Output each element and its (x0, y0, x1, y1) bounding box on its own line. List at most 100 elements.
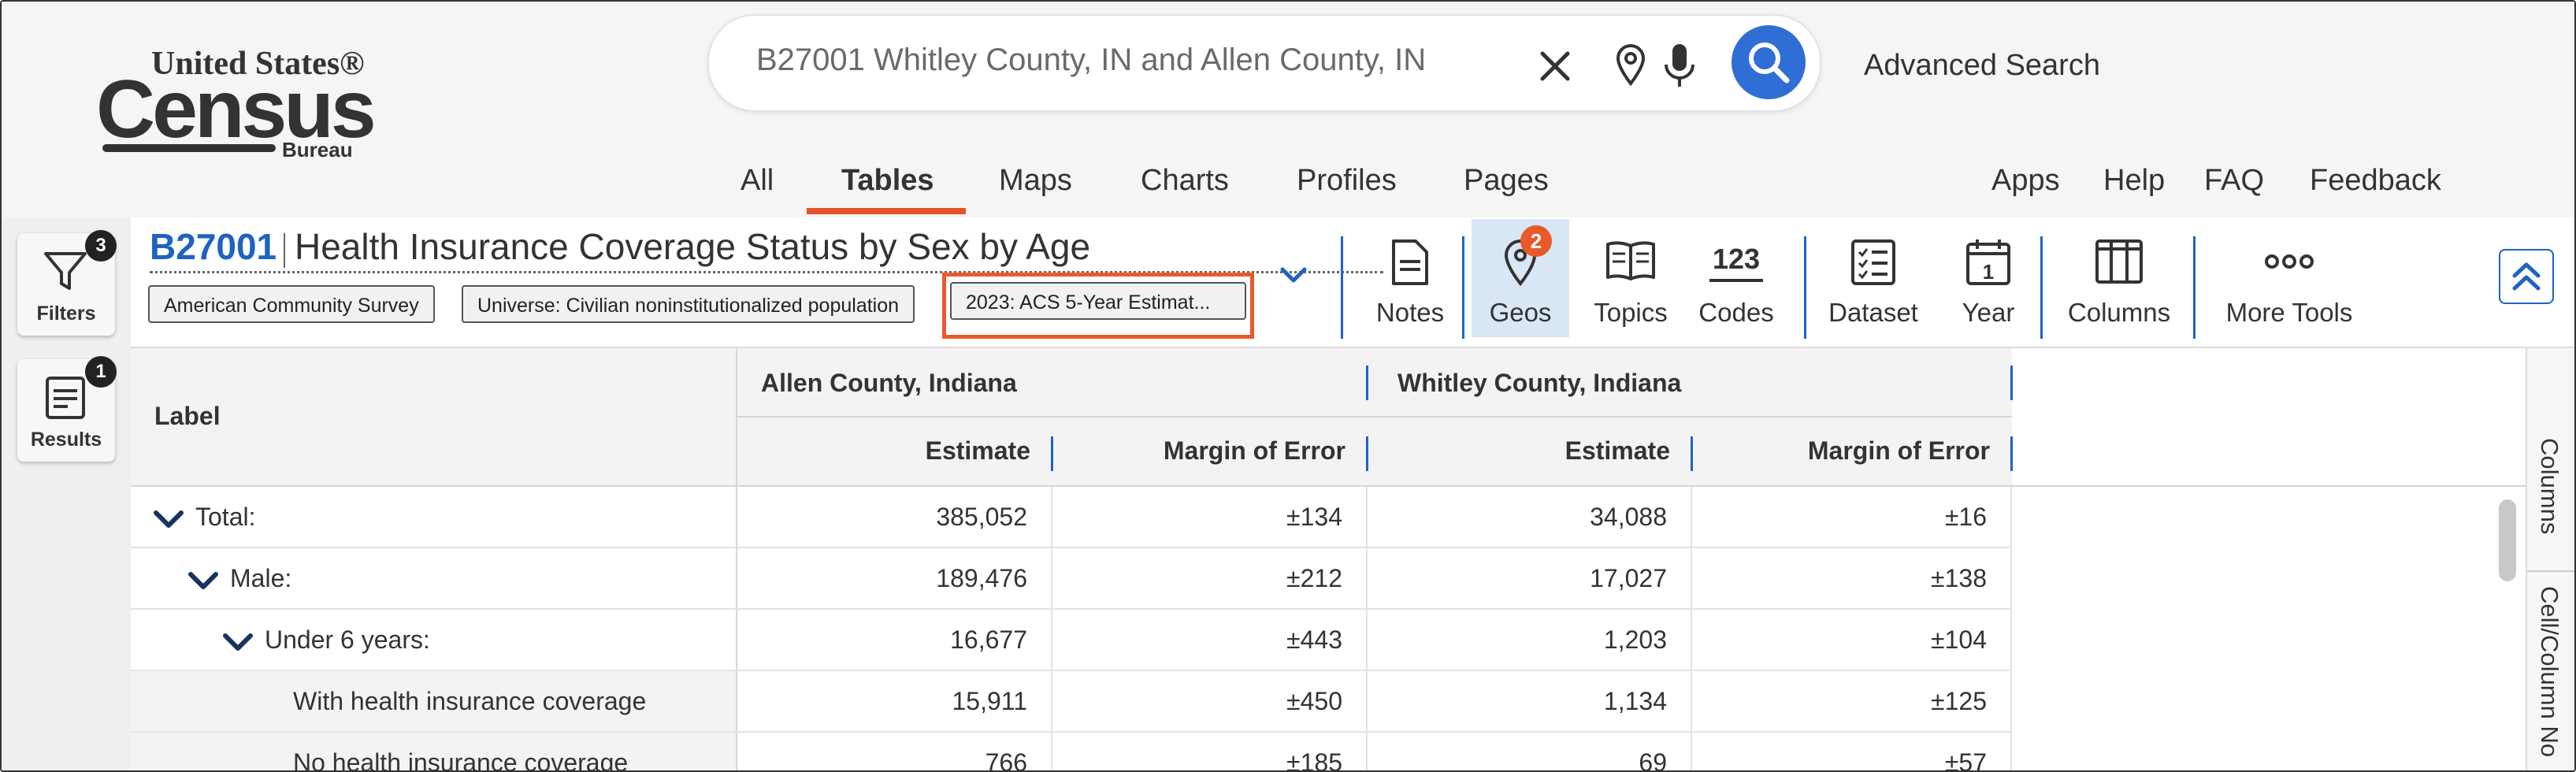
row-label[interactable]: Total: (131, 487, 737, 547)
table-cell[interactable]: 16,677 (737, 610, 1052, 670)
col-header-text: Margin of Error (1163, 436, 1346, 465)
table-cell[interactable]: ±104 (1692, 610, 2012, 670)
geos-count-badge: 2 (1520, 225, 1552, 257)
table-id[interactable]: B27001 (150, 226, 277, 267)
table-scrollbar[interactable] (2499, 499, 2516, 581)
table-row: No health insurance coverage 766 ±185 69… (131, 733, 2012, 770)
geo-header-allen[interactable]: Allen County, Indiana (737, 348, 1374, 418)
dataset-button[interactable]: Dataset (1812, 219, 1935, 337)
location-pin-icon[interactable] (1613, 43, 1648, 87)
filters-button[interactable]: 3 Filters (17, 230, 117, 336)
col-header-estimate[interactable]: Estimate (1368, 418, 1692, 487)
chip-survey[interactable]: American Community Survey (148, 285, 435, 323)
table-cell[interactable]: ±185 (1052, 733, 1368, 770)
topics-label: Topics (1594, 298, 1668, 327)
column-resize-handle[interactable] (2010, 436, 2013, 471)
chevron-down-icon[interactable] (1278, 260, 1309, 291)
year-button[interactable]: 1 Year (1935, 219, 2042, 337)
logo-line-2: Census (96, 64, 377, 155)
table-cell[interactable]: 1,134 (1368, 671, 1692, 731)
col-header-moe[interactable]: Margin of Error (1052, 418, 1368, 487)
codes-button[interactable]: 123 Codes (1689, 219, 1784, 337)
table-row: Total: 385,052 ±134 34,088 ±16 (131, 487, 2012, 548)
tab-charts[interactable]: Charts (1141, 164, 1229, 197)
collapse-toolbar-button[interactable] (2499, 249, 2554, 304)
census-logo[interactable]: United States® Census Bureau (96, 45, 380, 163)
table-cell[interactable]: ±57 (1692, 733, 2012, 770)
row-label[interactable]: With health insurance coverage (131, 671, 737, 731)
col-header-moe[interactable]: Margin of Error (1692, 418, 2012, 487)
table-cell[interactable]: 1,203 (1368, 610, 1692, 670)
side-tab-columns[interactable]: Columns (2536, 438, 2563, 535)
columns-icon (2095, 239, 2143, 284)
tab-maps[interactable]: Maps (999, 164, 1072, 197)
tab-pages[interactable]: Pages (1464, 164, 1549, 197)
active-tab-indicator (807, 208, 966, 214)
results-button[interactable]: 1 Results (17, 356, 117, 462)
link-feedback[interactable]: Feedback (2310, 164, 2441, 197)
logo-line-3: Bureau (282, 138, 353, 161)
side-tab-cell-notes[interactable]: Cell/Column No (2536, 586, 2563, 758)
topics-button[interactable]: Topics (1576, 219, 1686, 337)
table-cell[interactable]: ±125 (1692, 671, 2012, 731)
table-cell[interactable]: ±212 (1052, 548, 1368, 608)
table-cell[interactable]: 385,052 (737, 487, 1052, 547)
tab-all[interactable]: All (741, 164, 774, 197)
column-resize-handle[interactable] (1051, 436, 1053, 471)
table-cell[interactable]: 17,027 (1368, 548, 1692, 608)
chevron-down-icon[interactable] (153, 508, 184, 530)
header-filler (2012, 348, 2526, 487)
column-resize-handle[interactable] (1691, 436, 1693, 471)
table-cell[interactable]: ±450 (1052, 671, 1368, 731)
toolbar-divider (1341, 236, 1343, 339)
table-cell[interactable]: 766 (737, 733, 1052, 770)
chevron-down-icon[interactable] (222, 631, 254, 653)
more-tools-label: More Tools (2225, 298, 2353, 327)
search-submit-button[interactable] (1732, 25, 1806, 99)
column-resize-handle[interactable] (1366, 366, 1368, 400)
table-cell[interactable]: 189,476 (737, 548, 1052, 608)
search-bar[interactable]: B27001 Whitley County, IN and Allen Coun… (707, 14, 1821, 112)
chevron-down-icon[interactable] (187, 570, 219, 592)
col-header-text: Estimate (1565, 436, 1670, 465)
table-cell[interactable]: ±138 (1692, 548, 2012, 608)
columns-label: Columns (2067, 298, 2171, 327)
row-label[interactable]: Under 6 years: (131, 610, 737, 670)
row-label-text: Male: (230, 564, 292, 592)
tab-profiles[interactable]: Profiles (1297, 164, 1397, 197)
table-cell[interactable]: ±134 (1052, 487, 1368, 547)
left-rail: 3 Filters 1 Results (2, 217, 131, 770)
link-help[interactable]: Help (2103, 164, 2166, 197)
row-label[interactable]: Male: (131, 548, 737, 608)
advanced-search-link[interactable]: Advanced Search (1864, 49, 2100, 82)
chip-vintage[interactable]: 2023: ACS 5-Year Estimat... (950, 282, 1246, 320)
microphone-icon[interactable] (1662, 43, 1697, 90)
columns-button[interactable]: Columns (2048, 219, 2190, 337)
search-input[interactable]: B27001 Whitley County, IN and Allen Coun… (756, 43, 1427, 77)
codes-icon: 123 (1712, 243, 1761, 275)
column-resize-handle[interactable] (1366, 436, 1368, 471)
chip-universe[interactable]: Universe: Civilian noninstitutionalized … (462, 285, 915, 323)
clear-search-icon[interactable] (1536, 47, 1574, 85)
row-label[interactable]: No health insurance coverage (131, 733, 737, 770)
col-header-estimate[interactable]: Estimate (737, 418, 1052, 487)
geos-button[interactable]: 2 Geos (1472, 219, 1569, 337)
table-cell[interactable]: ±443 (1052, 610, 1368, 670)
column-resize-handle[interactable] (2010, 366, 2013, 400)
more-tools-button[interactable]: More Tools (2203, 219, 2376, 337)
notes-button[interactable]: Notes (1360, 219, 1461, 337)
side-panel-tabs: Columns Cell/Column No (2526, 348, 2574, 770)
table-cell[interactable]: 34,088 (1368, 487, 1692, 547)
table-row: Male: 189,476 ±212 17,027 ±138 (131, 548, 2012, 610)
table-row: Under 6 years: 16,677 ±443 1,203 ±104 (131, 610, 2012, 671)
table-cell[interactable]: 69 (1368, 733, 1692, 770)
tab-tables[interactable]: Tables (841, 164, 934, 197)
geo-header-whitley[interactable]: Whitley County, Indiana (1374, 348, 2012, 418)
link-faq[interactable]: FAQ (2204, 164, 2265, 197)
logo-line-1: United States® (151, 46, 365, 82)
table-cell[interactable]: 15,911 (737, 671, 1052, 731)
table-cell[interactable]: ±16 (1692, 487, 2012, 547)
link-apps[interactable]: Apps (1991, 164, 2060, 197)
dataset-label: Dataset (1828, 298, 1918, 327)
